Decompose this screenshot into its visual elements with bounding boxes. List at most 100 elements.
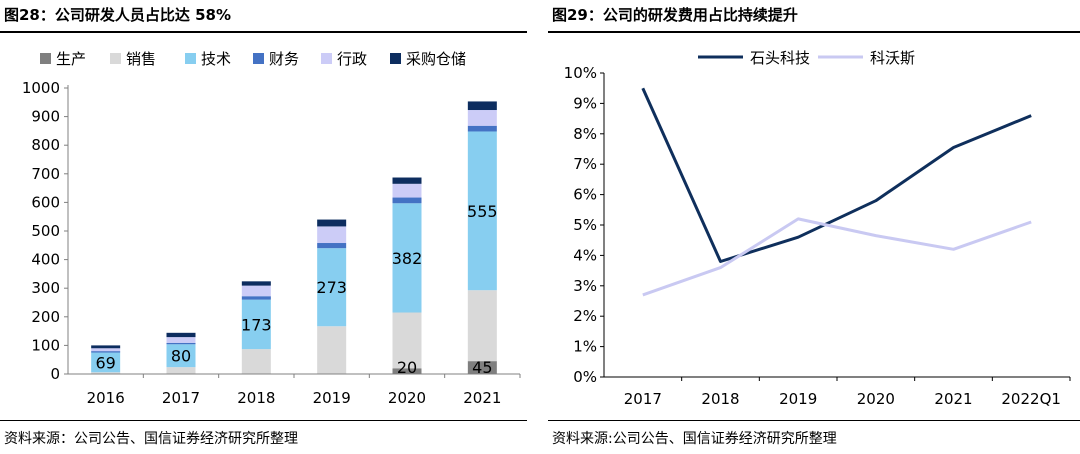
data-label-2021-1: 45 <box>472 358 492 377</box>
bar-segment-2021-2 <box>467 290 497 362</box>
bar-segment-2017-4 <box>166 342 196 345</box>
bar-segment-2019-4 <box>317 243 347 249</box>
series-line-2 <box>642 217 1032 297</box>
legend-swatch-4 <box>253 53 264 64</box>
bar-segment-2019-5 <box>317 226 347 244</box>
legend-swatch-6 <box>390 53 401 64</box>
y-tick-label: 7% <box>573 155 597 173</box>
bar-segment-2020-3 <box>392 203 422 313</box>
legend-label-1: 生产 <box>56 50 86 68</box>
bar-segment-2017-6 <box>166 332 196 338</box>
y-tick-label: 4% <box>573 246 597 264</box>
x-tick-label-2017: 2017 <box>162 389 200 407</box>
right-figure: 图29：公司的研发费用占比持续提升 石头科技 科沃斯 0% 1% 2% 3% 4% 5% 6% 7… <box>548 0 1080 454</box>
x-tick-label-2018: 2018 <box>237 389 275 407</box>
data-label-2017-3: 80 <box>171 347 191 366</box>
legend-swatch-3 <box>185 53 196 64</box>
legend-label-4: 财务 <box>269 50 299 68</box>
legend-label-3: 技术 <box>201 50 231 68</box>
left-source-note: 资料来源：公司公告、国信证券经济研究所整理 <box>4 431 298 447</box>
bar-segment-2021-4 <box>467 125 497 132</box>
right-title-rule <box>548 31 1080 33</box>
bar-segment-2016-6 <box>91 345 121 349</box>
x-tick-label-2021: 2021 <box>463 389 501 407</box>
left-figure-title: 图28：公司研发人员占比达 58% <box>4 6 232 24</box>
x-tick-label-2018: 2018 <box>701 390 739 408</box>
bar-segment-2021-1 <box>467 361 497 374</box>
data-label-2020-3: 382 <box>392 249 423 268</box>
left-source-rule <box>0 420 527 421</box>
data-label-2018-3: 173 <box>241 315 272 334</box>
bar-segment-2019-6 <box>317 219 347 227</box>
x-tick-label-2017: 2017 <box>624 390 662 408</box>
bar-segment-2017-3 <box>166 344 196 368</box>
y-tick-label: 8% <box>573 125 597 143</box>
x-tick-label-2016: 2016 <box>87 389 125 407</box>
y-tick-label: 200 <box>31 308 60 326</box>
y-tick-label: 300 <box>31 279 60 297</box>
y-tick-label: 700 <box>31 165 60 183</box>
bar-segment-2018-2 <box>241 349 271 374</box>
y-tick-label: 500 <box>31 222 60 240</box>
bar-segment-2016-5 <box>91 348 121 352</box>
bar-segment-2020-2 <box>392 312 422 369</box>
legend-swatch-2 <box>110 53 121 64</box>
y-tick-label: 0 <box>50 365 60 383</box>
data-label-2021-3: 555 <box>467 202 498 221</box>
data-label-2020-1: 20 <box>397 358 417 377</box>
legend-label-6: 采购仓储 <box>406 50 466 68</box>
bar-segment-2016-1 <box>91 373 121 374</box>
y-tick-label: 2% <box>573 307 597 325</box>
x-tick-label-2020: 2020 <box>388 389 426 407</box>
y-tick-label: 6% <box>573 186 597 204</box>
right-figure-title: 图29：公司的研发费用占比持续提升 <box>552 6 798 24</box>
legend-label-2: 销售 <box>126 50 156 68</box>
bar-segment-2018-1 <box>241 373 271 374</box>
bar-segment-2019-3 <box>317 248 347 327</box>
bar-segment-2016-4 <box>91 351 121 353</box>
y-tick-label: 3% <box>573 277 597 295</box>
y-tick-label: 900 <box>31 108 60 126</box>
bar-segment-2021-5 <box>467 110 497 126</box>
series-line-1 <box>641 87 1032 263</box>
y-tick-label: 5% <box>573 216 597 234</box>
bar-segment-2021-3 <box>467 131 497 291</box>
bar-segment-2016-3 <box>91 352 121 373</box>
bar-segment-2018-3 <box>241 299 271 350</box>
bar-segment-2016-2 <box>91 372 121 374</box>
y-tick-label: 400 <box>31 251 60 269</box>
y-tick-label: 9% <box>573 94 597 112</box>
left-stacked-bar-chart: 生产 销售 技术 财务 行政 采购仓储 0 100 200 300 400 500 600 700 800 9… <box>22 50 521 407</box>
x-tick-label-2021: 2021 <box>934 390 972 408</box>
bar-segment-2021-6 <box>467 101 497 111</box>
bar-segment-2019-1 <box>317 373 347 374</box>
right-source-rule <box>548 420 1080 421</box>
legend-label-2: 科沃斯 <box>870 49 915 67</box>
bar-segment-2019-2 <box>317 326 347 374</box>
bar-segment-2017-5 <box>166 337 196 343</box>
x-tick-label-2019: 2019 <box>313 389 351 407</box>
y-tick-label: 600 <box>31 193 60 211</box>
bar-segment-2018-4 <box>241 296 271 300</box>
x-tick-label-2020: 2020 <box>857 390 895 408</box>
left-title-rule <box>0 31 527 33</box>
bar-segment-2020-5 <box>392 183 422 198</box>
bar-segment-2018-5 <box>241 285 271 297</box>
bar-segment-2020-1 <box>392 368 422 374</box>
legend-label-5: 行政 <box>337 50 367 68</box>
y-tick-label: 0% <box>573 368 597 386</box>
x-tick-label-2022Q1: 2022Q1 <box>1001 390 1061 408</box>
y-tick-label: 100 <box>31 336 60 354</box>
y-tick-label: 1000 <box>22 79 60 97</box>
y-tick-label: 800 <box>31 136 60 154</box>
bar-segment-2020-4 <box>392 197 422 204</box>
bar-segment-2017-2 <box>166 367 196 374</box>
data-label-2019-3: 273 <box>316 278 347 297</box>
y-tick-label: 10% <box>564 64 597 82</box>
bar-segment-2020-6 <box>392 177 422 184</box>
legend-label-1: 石头科技 <box>750 49 810 67</box>
legend-swatch-5 <box>321 53 332 64</box>
right-source-note: 资料来源:公司公告、国信证券经济研究所整理 <box>552 431 837 447</box>
x-tick-label-2019: 2019 <box>779 390 817 408</box>
right-line-chart: 石头科技 科沃斯 0% 1% 2% 3% 4% 5% 6% 7% 8% 9% 10% 2017 2018 20… <box>564 49 1071 408</box>
